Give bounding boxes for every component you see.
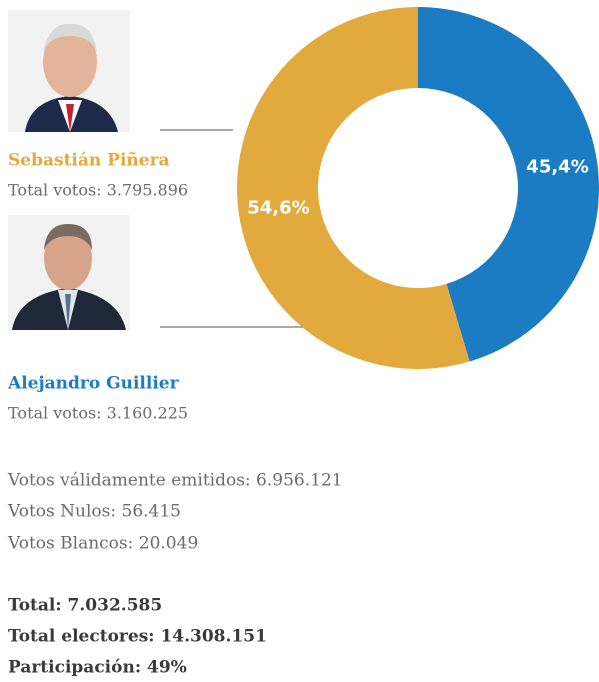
- summary-line: Votos válidamente emitidos: 6.956.121: [7, 471, 343, 491]
- total-line: Total: 7.032.585: [8, 596, 162, 616]
- portrait-pinera: [8, 10, 130, 132]
- candidate-total: Total votos: 3.795.896: [8, 181, 188, 200]
- candidate-name: Alejandro Guillier: [7, 374, 180, 394]
- portrait-guillier: [8, 215, 130, 330]
- value-label: 54,6%: [247, 197, 309, 218]
- value-label: 45,4%: [526, 157, 588, 178]
- donut: 45,4% 54,6%: [237, 7, 599, 369]
- donut-slice: [237, 7, 470, 369]
- candidate-name: Sebastián Piñera: [8, 151, 170, 171]
- summary-line: Votos Nulos: 56.415: [7, 502, 181, 522]
- donut-slice: [418, 7, 599, 362]
- total-line: Total electores: 14.308.151: [8, 627, 267, 647]
- candidate-total: Total votos: 3.160.225: [8, 404, 188, 423]
- total-line: Participación: 49%: [8, 658, 187, 678]
- summary-line: Votos Blancos: 20.049: [7, 534, 198, 554]
